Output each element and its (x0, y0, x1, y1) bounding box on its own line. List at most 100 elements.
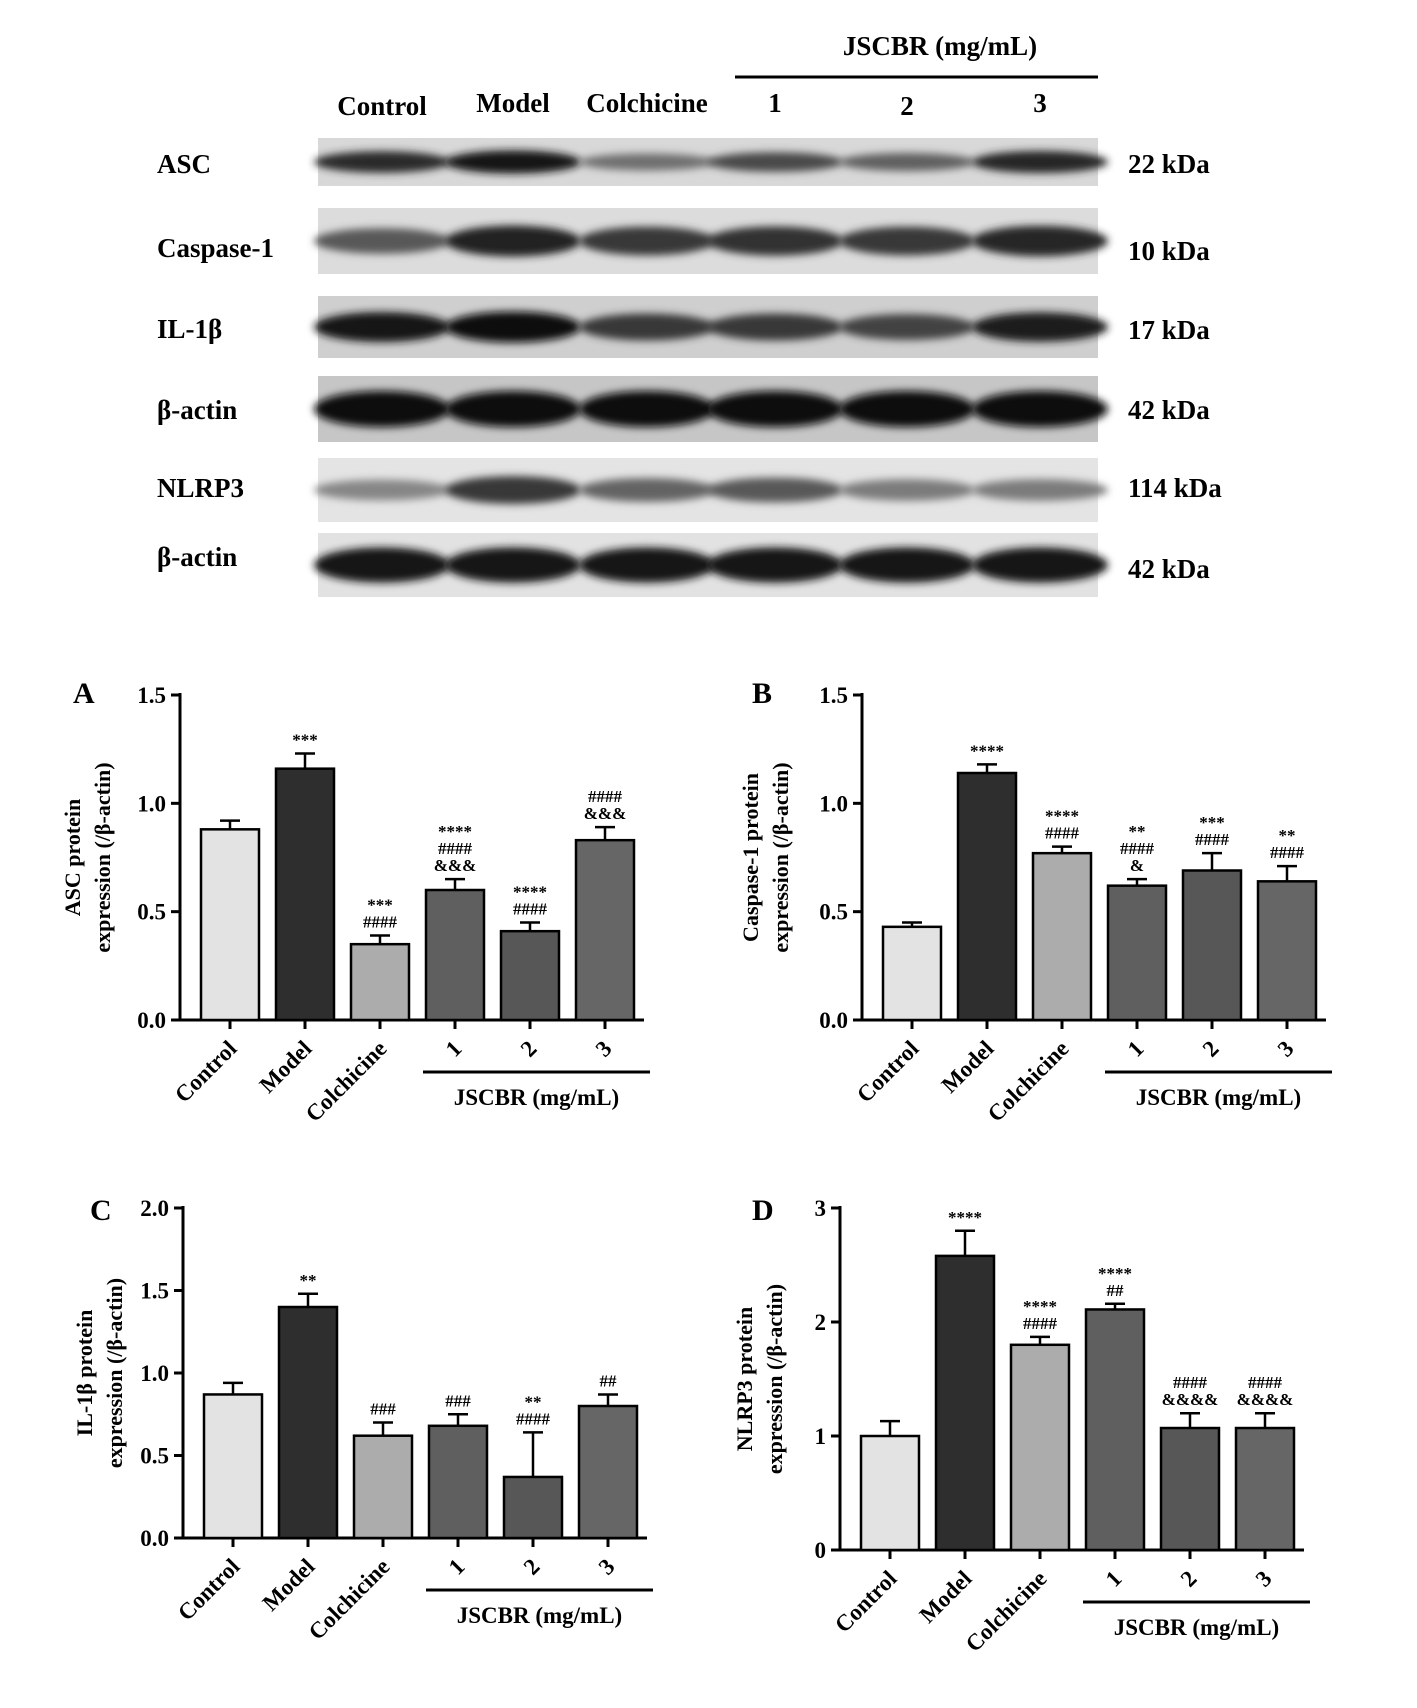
y-tick-label: 2.0 (140, 1196, 169, 1221)
panel-letter: D (752, 1194, 774, 1227)
blot-band (839, 226, 975, 256)
bar-control (859, 1434, 921, 1552)
significance-marker: **** (1098, 1264, 1132, 1283)
significance-marker: #### (1173, 1373, 1208, 1392)
bar-1 (427, 1424, 489, 1540)
significance-marker: **** (1023, 1297, 1057, 1316)
x-category-label-1: 1 (444, 1554, 470, 1580)
blot-lane-label-model: Model (476, 88, 550, 118)
blot-band (579, 313, 715, 341)
blot-row-caspase-1-1: Caspase-1 10 kDa (157, 208, 1210, 274)
significance-marker: ## (1107, 1281, 1125, 1300)
blot-protein-label: Caspase-1 (157, 233, 274, 263)
blot-band (314, 547, 450, 583)
significance-marker: *** (292, 731, 318, 750)
blot-band (707, 477, 843, 503)
blot-size-label: 42 kDa (1128, 554, 1210, 584)
blot-band (707, 226, 843, 256)
blot-band (972, 479, 1108, 501)
blot-band (839, 152, 975, 172)
x-category-label-model: Model (937, 1036, 999, 1098)
significance-marker: #### (438, 839, 473, 858)
bar-model (277, 1305, 339, 1540)
x-category-label-3: 3 (1273, 1036, 1299, 1062)
blot-protein-label: β-actin (157, 542, 237, 572)
significance-marker: #### (1120, 839, 1155, 858)
blot-size-label: 114 kDa (1128, 473, 1222, 503)
chart-panel-a: A ASC protein expression (/β-actin) 0.0 0.5 1… (60, 677, 650, 1127)
x-category-label-2: 2 (1176, 1566, 1202, 1592)
y-tick-label: 1.5 (140, 1279, 169, 1304)
x-category-label-model: Model (915, 1566, 977, 1628)
blot-band (579, 226, 715, 256)
bar-1 (1106, 884, 1168, 1022)
blot-size-label: 42 kDa (1128, 395, 1210, 425)
blot-band (579, 390, 715, 428)
bar-2 (1181, 869, 1243, 1022)
x-category-label-control: Control (830, 1566, 902, 1638)
significance-marker: &&& (434, 856, 476, 875)
bar-colchicine (349, 942, 411, 1022)
blot-band (314, 151, 450, 173)
y-axis-label-line1: NLRP3 protein (732, 1307, 757, 1451)
blot-band (445, 547, 581, 583)
western-blot: JSCBR (mg/mL) Control Model Colchicine 1 2 3 … (157, 31, 1222, 597)
blot-size-label: 22 kDa (1128, 149, 1210, 179)
bar-3 (1234, 1426, 1296, 1552)
x-category-label-1: 1 (1101, 1566, 1127, 1592)
blot-band (972, 547, 1108, 583)
blot-band (839, 547, 975, 583)
blot-band (839, 313, 975, 341)
blot-band (314, 390, 450, 428)
y-axis-label-line2: expression (/β-actin) (102, 1278, 127, 1468)
x-category-label-3: 3 (1251, 1566, 1277, 1592)
significance-marker: #### (363, 913, 398, 932)
significance-marker: ## (600, 1371, 618, 1390)
group-label: JSCBR (mg/mL) (457, 1603, 622, 1628)
bar-control (199, 828, 261, 1022)
significance-marker: &&&& (1162, 1390, 1219, 1409)
blot-band (707, 390, 843, 428)
x-category-label-colchicine: Colchicine (983, 1036, 1074, 1127)
x-category-label-control: Control (852, 1036, 924, 1108)
x-category-label-2: 2 (516, 1036, 542, 1062)
significance-marker: #### (1045, 824, 1080, 843)
significance-marker: #### (1248, 1373, 1283, 1392)
bar-2 (502, 1475, 564, 1540)
x-category-label-colchicine: Colchicine (301, 1036, 392, 1127)
group-label: JSCBR (mg/mL) (1136, 1085, 1301, 1110)
blot-band (314, 228, 450, 254)
bar-1 (424, 888, 486, 1022)
blot-protein-label: β-actin (157, 395, 237, 425)
x-category-label-model: Model (258, 1554, 320, 1616)
bar-3 (577, 1404, 639, 1540)
blot-band (445, 390, 581, 428)
significance-marker: *** (1199, 813, 1225, 832)
group-label: JSCBR (mg/mL) (454, 1085, 619, 1110)
blot-band (579, 153, 715, 171)
significance-marker: ### (445, 1391, 471, 1410)
blot-band (707, 547, 843, 583)
panel-letter: A (73, 677, 95, 710)
x-category-label-3: 3 (594, 1554, 620, 1580)
y-axis-label-line1: ASC protein (60, 799, 85, 917)
blot-band (445, 311, 581, 343)
y-axis-label-line2: expression (/β-actin) (90, 762, 115, 952)
blot-row-il-1-2: IL-1β 17 kDa (157, 296, 1210, 358)
x-category-label-1: 1 (441, 1036, 467, 1062)
bar-model (956, 771, 1018, 1022)
bar-3 (1256, 880, 1318, 1022)
y-tick-label: 0.5 (140, 1444, 169, 1469)
significance-marker: ### (370, 1400, 396, 1419)
blot-protein-label: ASC (157, 149, 211, 179)
significance-marker: *** (367, 896, 393, 915)
bar-2 (1159, 1426, 1221, 1552)
y-tick-label: 1.0 (140, 1361, 169, 1386)
blot-band (445, 476, 581, 504)
y-tick-label: 2 (815, 1310, 827, 1335)
x-category-label-1: 1 (1123, 1036, 1149, 1062)
blot-band (314, 311, 450, 343)
x-category-label-2: 2 (1198, 1036, 1224, 1062)
significance-marker: #### (1270, 843, 1305, 862)
